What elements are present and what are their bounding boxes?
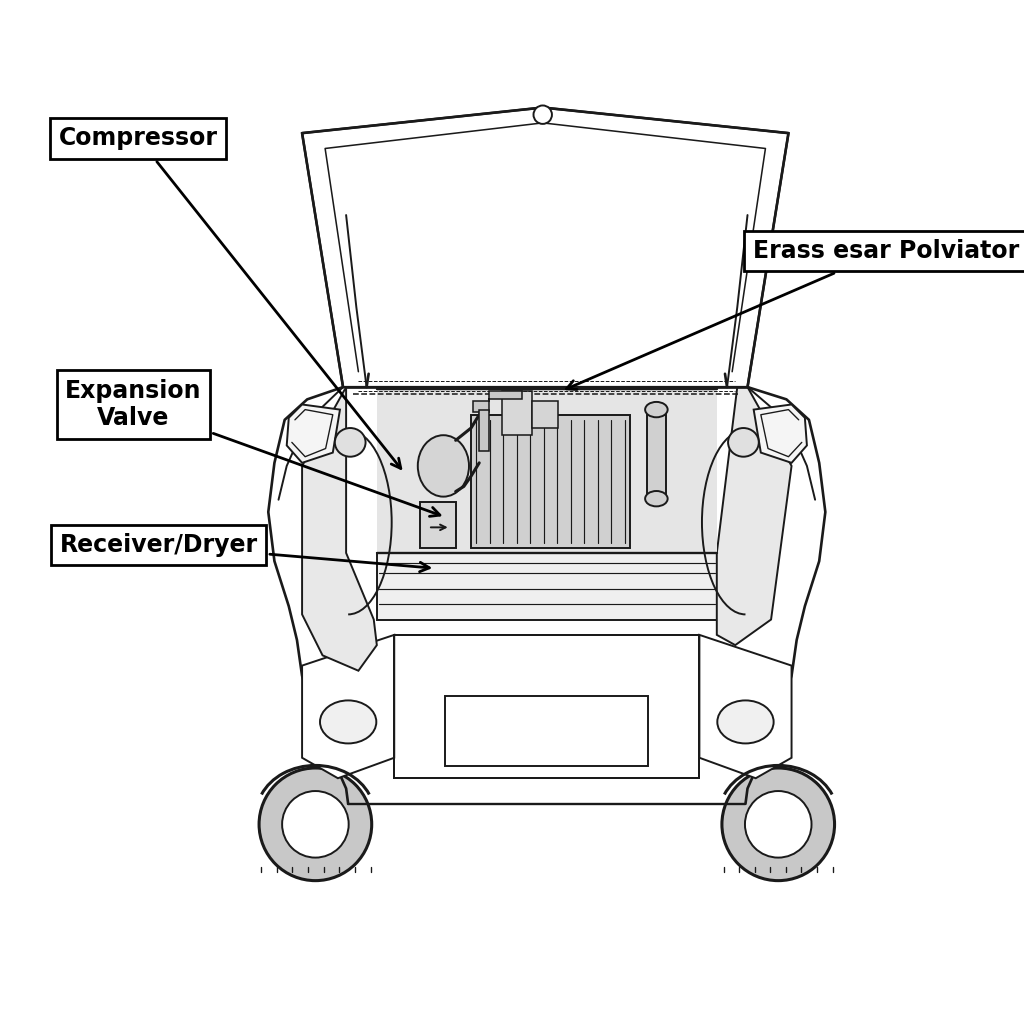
Polygon shape <box>479 410 489 451</box>
Polygon shape <box>699 635 792 778</box>
Ellipse shape <box>282 791 348 858</box>
Polygon shape <box>717 387 792 645</box>
Polygon shape <box>302 635 394 778</box>
Text: Erass esar Polviator: Erass esar Polviator <box>566 239 1019 389</box>
Polygon shape <box>302 387 377 671</box>
Ellipse shape <box>722 768 835 881</box>
Text: Expansion
Valve: Expansion Valve <box>65 379 440 516</box>
Polygon shape <box>445 696 648 766</box>
Ellipse shape <box>717 700 774 743</box>
Polygon shape <box>420 502 456 548</box>
Ellipse shape <box>335 428 366 457</box>
Polygon shape <box>647 415 666 494</box>
Polygon shape <box>473 391 522 412</box>
Ellipse shape <box>418 435 469 497</box>
Polygon shape <box>377 553 717 620</box>
Ellipse shape <box>645 402 668 418</box>
Polygon shape <box>394 635 699 778</box>
Text: Compressor: Compressor <box>58 126 400 469</box>
Ellipse shape <box>259 768 372 881</box>
Polygon shape <box>532 401 558 428</box>
Polygon shape <box>754 404 807 463</box>
Ellipse shape <box>745 791 811 858</box>
Ellipse shape <box>534 105 552 124</box>
Ellipse shape <box>728 428 759 457</box>
Polygon shape <box>502 391 532 435</box>
Ellipse shape <box>319 700 377 743</box>
Polygon shape <box>471 415 630 548</box>
Polygon shape <box>302 108 788 387</box>
Text: Receiver/Dryer: Receiver/Dryer <box>59 532 429 571</box>
Ellipse shape <box>645 492 668 506</box>
Polygon shape <box>377 389 717 553</box>
Polygon shape <box>287 404 340 463</box>
